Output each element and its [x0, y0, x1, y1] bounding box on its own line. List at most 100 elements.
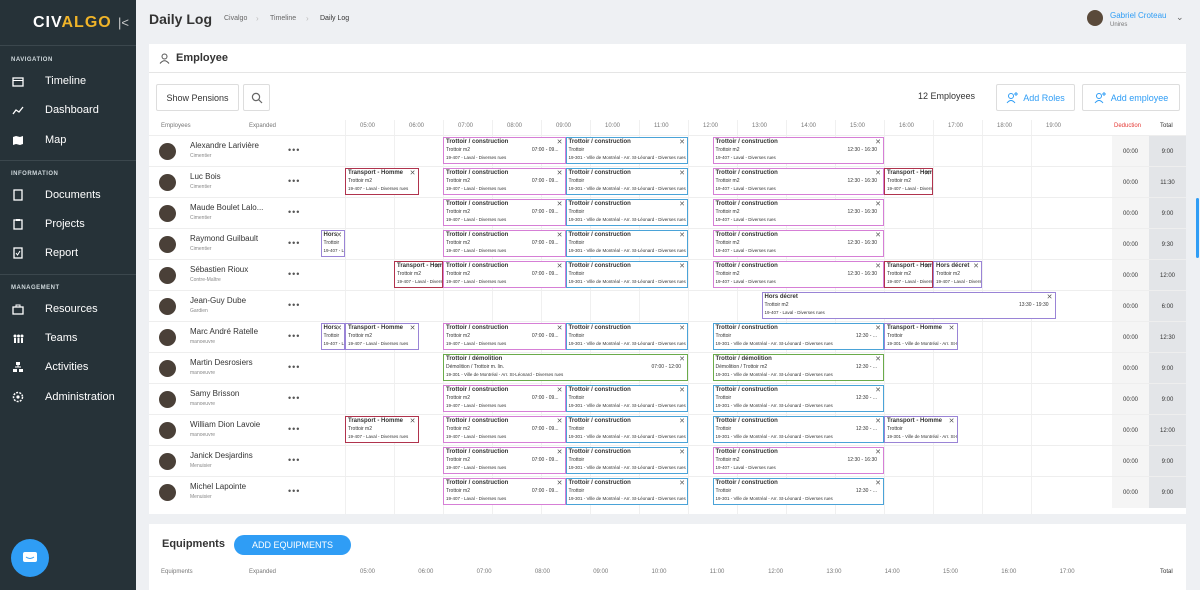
close-icon[interactable]: ✕	[556, 170, 563, 177]
close-icon[interactable]: ✕	[679, 418, 685, 425]
schedule-block[interactable]: Transport - Homme Trottoir m2 19-407 - Lav…	[394, 261, 443, 288]
breadcrumb-civalgo[interactable]: Civalgo	[224, 15, 248, 22]
avatar[interactable]	[159, 422, 176, 439]
sidebar-item-administration[interactable]: Administration	[0, 383, 136, 411]
search-button[interactable]	[243, 84, 270, 111]
schedule-block[interactable]: Trottoir / construction Trottoir m2 19-407…	[443, 137, 566, 164]
employee-name[interactable]: Luc Bois	[190, 172, 221, 181]
more-options-icon[interactable]: •••	[288, 424, 301, 434]
close-icon[interactable]: ✕	[679, 449, 685, 456]
schedule-block[interactable]: Trottoir / construction Trottoir 19-301 - …	[712, 416, 884, 443]
employee-name[interactable]: Samy Brisson	[190, 389, 240, 398]
schedule-block[interactable]: Hors décret Trottoir m2 19-407 - Laval - D…	[761, 292, 1056, 319]
close-icon[interactable]: ✕	[679, 480, 685, 487]
close-icon[interactable]: ✕	[924, 263, 930, 270]
schedule-block[interactable]: Trottoir / construction Trottoir m2 19-407…	[443, 230, 566, 257]
schedule-block[interactable]: Trottoir / construction Trottoir 19-301 - …	[565, 323, 688, 350]
avatar[interactable]	[159, 205, 176, 222]
chevron-down-icon[interactable]: ⌄	[1176, 12, 1184, 22]
avatar[interactable]	[159, 453, 176, 470]
avatar[interactable]	[159, 143, 176, 160]
close-icon[interactable]: ✕	[336, 232, 342, 239]
schedule-block[interactable]: Trottoir / construction Trottoir 19-301 - …	[712, 323, 884, 350]
schedule-block[interactable]: Hors Trottoir 19-407 - Laval - Diverses ru…	[320, 230, 345, 257]
avatar[interactable]	[159, 236, 176, 253]
employee-name[interactable]: Maude Boulet Lalo...	[190, 203, 264, 212]
more-options-icon[interactable]: •••	[288, 207, 301, 217]
collapse-sidebar-icon[interactable]: |<	[118, 15, 129, 30]
close-icon[interactable]: ✕	[679, 325, 685, 332]
expanded-toggle[interactable]: Expanded	[249, 123, 277, 129]
close-icon[interactable]: ✕	[875, 387, 881, 394]
avatar[interactable]	[159, 329, 176, 346]
breadcrumb-timeline[interactable]: Timeline	[270, 15, 297, 22]
schedule-block[interactable]: Trottoir / construction Trottoir 19-301 - …	[565, 199, 688, 226]
close-icon[interactable]: ✕	[875, 356, 881, 363]
schedule-block[interactable]: Trottoir / construction Trottoir m2 19-407…	[443, 385, 566, 412]
close-icon[interactable]: ✕	[556, 480, 563, 487]
close-icon[interactable]: ✕	[875, 170, 881, 177]
chat-button[interactable]	[11, 539, 49, 577]
schedule-block[interactable]: Trottoir / construction Trottoir 19-301 - …	[565, 478, 688, 505]
schedule-block[interactable]: Transport - Homme Trottoir m2 19-407 - Lav…	[345, 168, 419, 195]
close-icon[interactable]: ✕	[875, 449, 881, 456]
close-icon[interactable]: ✕	[1046, 294, 1053, 301]
more-options-icon[interactable]: •••	[288, 176, 301, 186]
close-icon[interactable]: ✕	[875, 418, 881, 425]
schedule-block[interactable]: Trottoir / construction Trottoir m2 19-407…	[443, 261, 566, 288]
more-options-icon[interactable]: •••	[288, 455, 301, 465]
employee-name[interactable]: Marc André Ratelle	[190, 327, 259, 336]
close-icon[interactable]: ✕	[875, 139, 881, 146]
schedule-block[interactable]: Trottoir / construction Trottoir 19-301 - …	[565, 168, 688, 195]
expanded-toggle[interactable]: Expanded	[249, 569, 277, 575]
more-options-icon[interactable]: •••	[288, 331, 301, 341]
avatar[interactable]	[159, 484, 176, 501]
schedule-block[interactable]: Transport - Homme Trottoir m2 19-407 - Lav…	[884, 168, 933, 195]
employee-name[interactable]: Alexandre Larivière	[190, 141, 259, 150]
sidebar-item-timeline[interactable]: Timeline	[0, 67, 136, 95]
schedule-block[interactable]: Trottoir / construction Trottoir 19-301 - …	[712, 478, 884, 505]
schedule-block[interactable]: Trottoir / construction Trottoir 19-301 - …	[565, 385, 688, 412]
schedule-block[interactable]: Hors décret Trottoir m2 19-407 - Laval - D…	[933, 261, 982, 288]
more-options-icon[interactable]: •••	[288, 362, 301, 372]
sidebar-item-report[interactable]: Report	[0, 239, 136, 267]
schedule-block[interactable]: Trottoir / construction Trottoir m2 19-407…	[712, 199, 884, 226]
schedule-block[interactable]: Trottoir / construction Trottoir 19-301 - …	[565, 416, 688, 443]
schedule-block[interactable]: Transport - Homme Trottoir m2 19-407 - Lav…	[884, 261, 933, 288]
close-icon[interactable]: ✕	[556, 325, 563, 332]
schedule-block[interactable]: Trottoir / construction Trottoir m2 19-407…	[443, 416, 566, 443]
add-employee-button[interactable]: Add employee	[1082, 84, 1180, 111]
employee-name[interactable]: Martin Desrosiers	[190, 358, 253, 367]
avatar[interactable]	[159, 360, 176, 377]
sidebar-item-dashboard[interactable]: Dashboard	[0, 96, 136, 124]
user-avatar[interactable]	[1087, 10, 1103, 26]
close-icon[interactable]: ✕	[679, 170, 685, 177]
close-icon[interactable]: ✕	[948, 325, 955, 332]
schedule-block[interactable]: Trottoir / construction Trottoir m2 19-407…	[712, 447, 884, 474]
close-icon[interactable]: ✕	[556, 418, 563, 425]
sidebar-item-projects[interactable]: Projects	[0, 210, 136, 238]
schedule-block[interactable]: Trottoir / construction Trottoir 19-301 - …	[565, 230, 688, 257]
more-options-icon[interactable]: •••	[288, 145, 301, 155]
close-icon[interactable]: ✕	[556, 201, 563, 208]
schedule-block[interactable]: Trottoir / construction Trottoir m2 19-407…	[443, 199, 566, 226]
close-icon[interactable]: ✕	[556, 232, 563, 239]
close-icon[interactable]: ✕	[336, 325, 342, 332]
schedule-block[interactable]: Trottoir / construction Trottoir 19-301 - …	[565, 137, 688, 164]
close-icon[interactable]: ✕	[679, 139, 685, 146]
close-icon[interactable]: ✕	[948, 418, 955, 425]
sidebar-item-map[interactable]: Map	[0, 126, 136, 154]
close-icon[interactable]: ✕	[924, 170, 930, 177]
schedule-block[interactable]: Trottoir / construction Trottoir m2 19-407…	[712, 230, 884, 257]
schedule-block[interactable]: Trottoir / démolition Démolition / Trotto…	[443, 354, 688, 381]
employee-name[interactable]: Sébastien Rioux	[190, 265, 249, 274]
show-pensions-button[interactable]: Show Pensions	[156, 84, 239, 111]
scrollbar[interactable]	[1196, 198, 1199, 258]
schedule-block[interactable]: Trottoir / construction Trottoir 19-301 - …	[565, 261, 688, 288]
close-icon[interactable]: ✕	[556, 139, 563, 146]
schedule-block[interactable]: Hors Trottoir 19-407 - Laval - Diverses ru…	[320, 323, 345, 350]
schedule-block[interactable]: Trottoir / construction Trottoir 19-301 - …	[565, 447, 688, 474]
schedule-block[interactable]: Transport - Homme Trottoir m2 19-407 - Lav…	[345, 416, 419, 443]
schedule-block[interactable]: Transport - Homme Trottoir 19-301 - Ville …	[884, 323, 958, 350]
schedule-block[interactable]: Trottoir / construction Trottoir m2 19-407…	[443, 323, 566, 350]
